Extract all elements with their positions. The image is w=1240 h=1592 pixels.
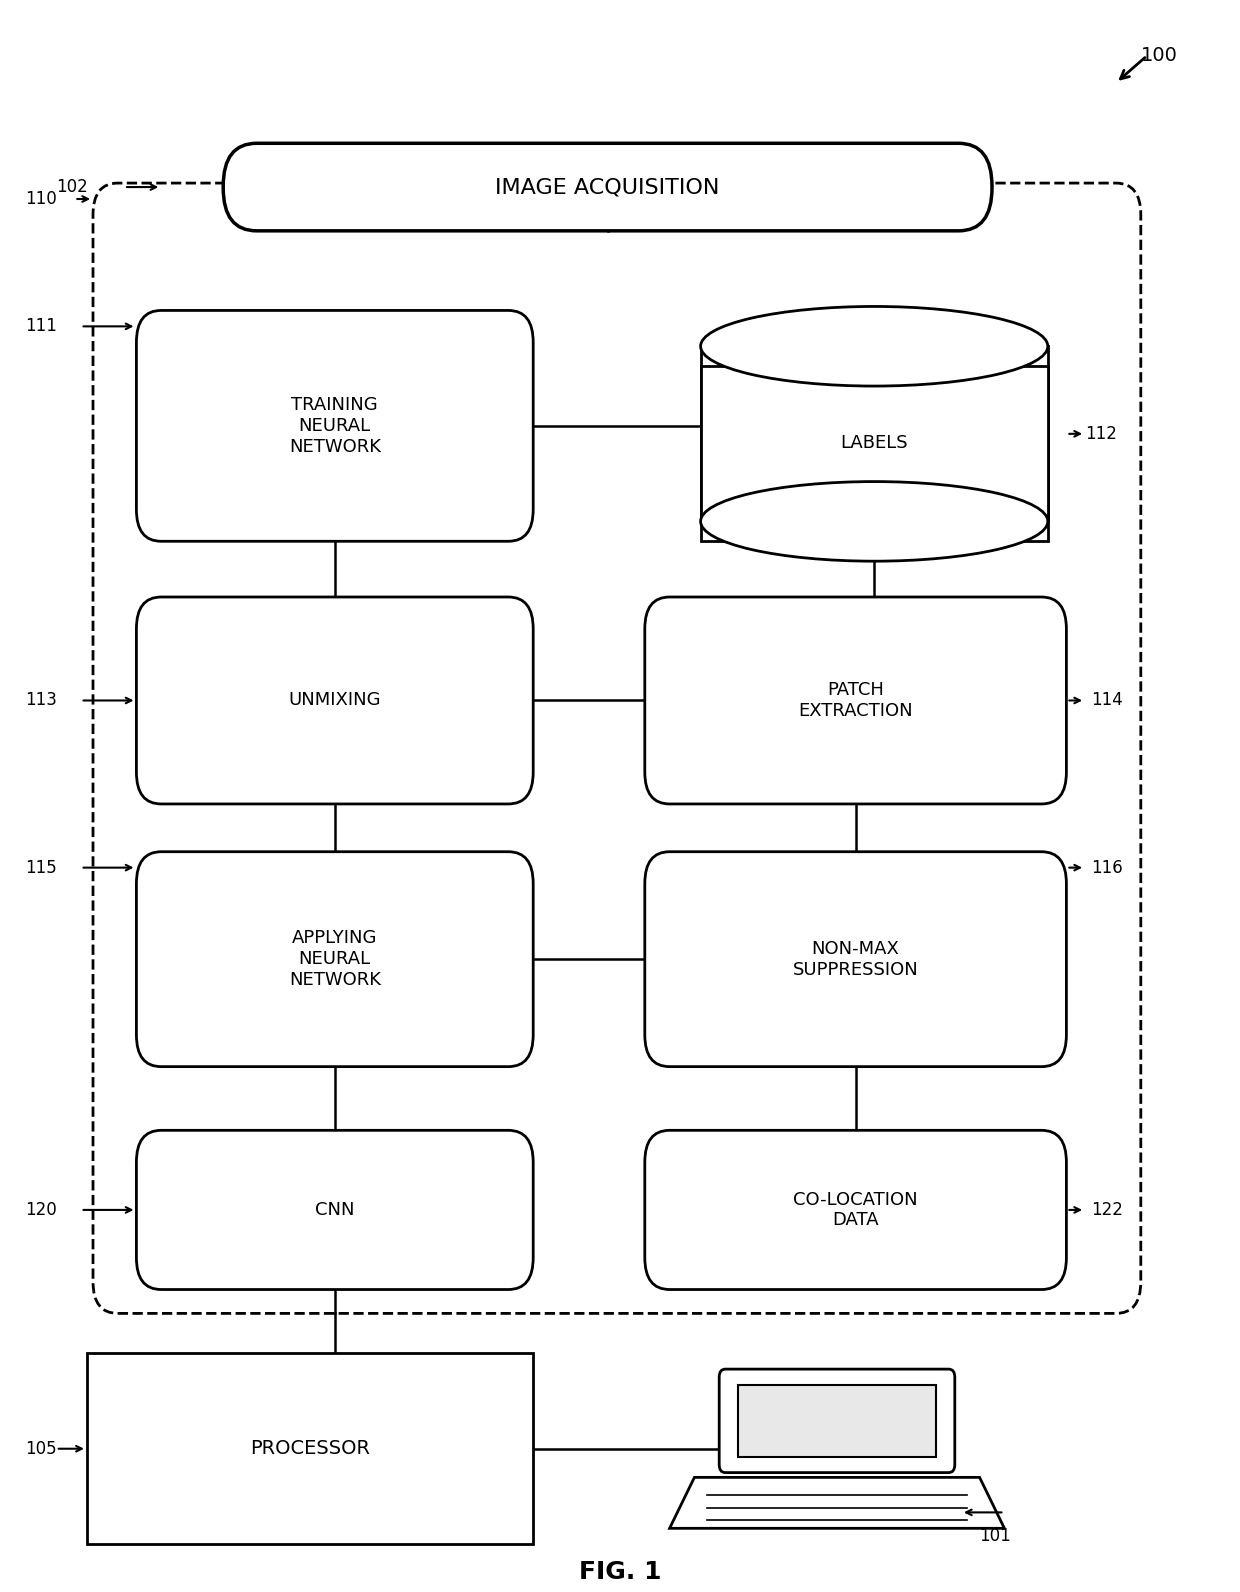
Text: 120: 120 bbox=[25, 1200, 57, 1219]
Text: 110: 110 bbox=[25, 189, 57, 209]
FancyBboxPatch shape bbox=[738, 1385, 936, 1457]
FancyBboxPatch shape bbox=[645, 597, 1066, 804]
Text: TRAINING
NEURAL
NETWORK: TRAINING NEURAL NETWORK bbox=[289, 396, 381, 455]
Polygon shape bbox=[670, 1477, 1004, 1528]
Text: 102: 102 bbox=[56, 178, 88, 196]
Bar bbox=[701, 366, 1048, 541]
Text: 100: 100 bbox=[1141, 46, 1178, 65]
FancyBboxPatch shape bbox=[136, 852, 533, 1067]
Ellipse shape bbox=[701, 306, 1048, 385]
Text: CO-LOCATION
DATA: CO-LOCATION DATA bbox=[794, 1191, 918, 1229]
Text: APPLYING
NEURAL
NETWORK: APPLYING NEURAL NETWORK bbox=[289, 930, 381, 989]
FancyBboxPatch shape bbox=[719, 1369, 955, 1473]
Text: PROCESSOR: PROCESSOR bbox=[250, 1439, 370, 1458]
Text: 116: 116 bbox=[1091, 858, 1123, 877]
Text: 112: 112 bbox=[1085, 425, 1117, 443]
FancyBboxPatch shape bbox=[136, 597, 533, 804]
Text: 114: 114 bbox=[1091, 691, 1123, 710]
FancyBboxPatch shape bbox=[645, 852, 1066, 1067]
Text: CNN: CNN bbox=[315, 1200, 355, 1219]
FancyBboxPatch shape bbox=[645, 1130, 1066, 1290]
Text: LABELS: LABELS bbox=[841, 433, 908, 452]
FancyBboxPatch shape bbox=[136, 310, 533, 541]
Text: 115: 115 bbox=[25, 858, 57, 877]
Text: FIG. 1: FIG. 1 bbox=[579, 1560, 661, 1584]
Text: 105: 105 bbox=[25, 1439, 57, 1458]
Text: 111: 111 bbox=[25, 317, 57, 336]
Text: UNMIXING: UNMIXING bbox=[289, 691, 381, 710]
FancyBboxPatch shape bbox=[136, 1130, 533, 1290]
Ellipse shape bbox=[701, 482, 1048, 562]
Text: 122: 122 bbox=[1091, 1200, 1123, 1219]
Text: NON-MAX
SUPPRESSION: NON-MAX SUPPRESSION bbox=[792, 939, 919, 979]
FancyBboxPatch shape bbox=[223, 143, 992, 231]
Text: 101: 101 bbox=[980, 1527, 1012, 1546]
FancyBboxPatch shape bbox=[87, 1353, 533, 1544]
Text: 113: 113 bbox=[25, 691, 57, 710]
Text: PATCH
EXTRACTION: PATCH EXTRACTION bbox=[799, 681, 913, 720]
Text: IMAGE ACQUISITION: IMAGE ACQUISITION bbox=[496, 177, 719, 197]
